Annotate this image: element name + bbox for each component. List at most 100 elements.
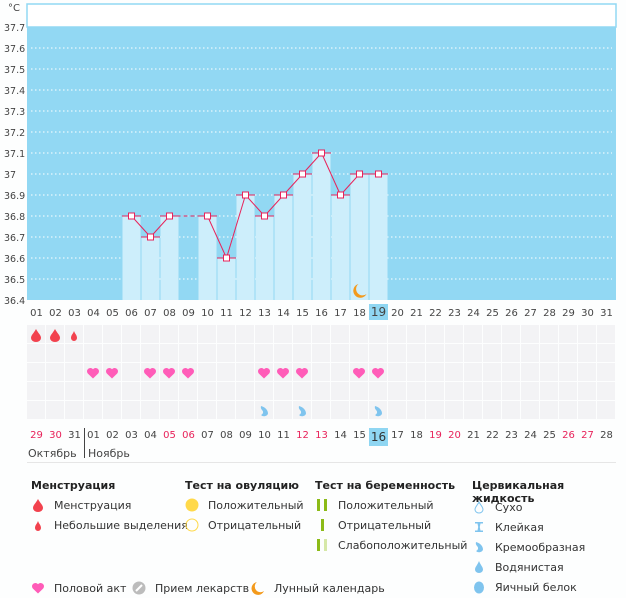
- grid-cell[interactable]: [293, 325, 311, 343]
- grid-cell[interactable]: [103, 401, 121, 419]
- grid-cell[interactable]: [407, 363, 425, 381]
- grid-cell[interactable]: [236, 401, 254, 419]
- calendar-day-label[interactable]: 29: [30, 430, 43, 441]
- grid-cell[interactable]: [540, 401, 558, 419]
- grid-cell[interactable]: [27, 382, 45, 400]
- calendar-day-label[interactable]: 26: [562, 430, 575, 441]
- grid-cell[interactable]: [122, 363, 140, 381]
- grid-cell[interactable]: [407, 344, 425, 362]
- grid-cell[interactable]: [274, 382, 292, 400]
- grid-cell[interactable]: [274, 325, 292, 343]
- calendar-day-label[interactable]: 25: [543, 430, 556, 441]
- grid-cell[interactable]: [217, 363, 235, 381]
- grid-cell[interactable]: [141, 325, 159, 343]
- grid-cell[interactable]: [578, 363, 596, 381]
- grid-cell[interactable]: [388, 344, 406, 362]
- grid-cell[interactable]: [426, 325, 444, 343]
- grid-cell[interactable]: [274, 344, 292, 362]
- grid-cell[interactable]: [483, 363, 501, 381]
- calendar-day-label[interactable]: 19: [429, 430, 442, 441]
- grid-cell[interactable]: [65, 344, 83, 362]
- grid-cell[interactable]: [407, 401, 425, 419]
- calendar-day-label[interactable]: 23: [505, 430, 518, 441]
- grid-cell[interactable]: [559, 325, 577, 343]
- grid-cell[interactable]: [160, 401, 178, 419]
- calendar-day-label[interactable]: 21: [467, 430, 480, 441]
- grid-cell[interactable]: [559, 344, 577, 362]
- grid-cell[interactable]: [331, 325, 349, 343]
- grid-cell[interactable]: [179, 325, 197, 343]
- grid-cell[interactable]: [312, 325, 330, 343]
- grid-cell[interactable]: [198, 325, 216, 343]
- grid-cell[interactable]: [407, 382, 425, 400]
- grid-cell[interactable]: [46, 382, 64, 400]
- grid-cell[interactable]: [540, 325, 558, 343]
- grid-cell[interactable]: [236, 363, 254, 381]
- grid-cell[interactable]: [445, 344, 463, 362]
- calendar-day-label[interactable]: 10: [258, 430, 271, 441]
- grid-cell[interactable]: [27, 363, 45, 381]
- grid-cell[interactable]: [521, 382, 539, 400]
- grid-cell[interactable]: [369, 344, 387, 362]
- grid-cell[interactable]: [578, 325, 596, 343]
- grid-cell[interactable]: [521, 325, 539, 343]
- grid-cell[interactable]: [578, 344, 596, 362]
- grid-cell[interactable]: [179, 401, 197, 419]
- calendar-day-label[interactable]: 09: [239, 430, 252, 441]
- grid-cell[interactable]: [426, 344, 444, 362]
- grid-cell[interactable]: [84, 401, 102, 419]
- calendar-day-label[interactable]: 12: [296, 430, 309, 441]
- grid-cell[interactable]: [597, 363, 615, 381]
- grid-cell[interactable]: [445, 382, 463, 400]
- grid-cell[interactable]: [46, 344, 64, 362]
- grid-cell[interactable]: [597, 344, 615, 362]
- grid-cell[interactable]: [445, 363, 463, 381]
- grid-cell[interactable]: [198, 363, 216, 381]
- grid-cell[interactable]: [198, 401, 216, 419]
- calendar-day-label[interactable]: 01: [87, 430, 100, 441]
- grid-cell[interactable]: [483, 344, 501, 362]
- grid-cell[interactable]: [521, 363, 539, 381]
- grid-cell[interactable]: [122, 344, 140, 362]
- grid-cell[interactable]: [350, 401, 368, 419]
- calendar-day-label[interactable]: 24: [524, 430, 537, 441]
- grid-cell[interactable]: [540, 344, 558, 362]
- calendar-day-label[interactable]: 20: [448, 430, 461, 441]
- grid-cell[interactable]: [426, 382, 444, 400]
- grid-cell[interactable]: [274, 401, 292, 419]
- calendar-day-label[interactable]: 30: [49, 430, 62, 441]
- grid-cell[interactable]: [122, 325, 140, 343]
- grid-cell[interactable]: [255, 382, 273, 400]
- calendar-day-label[interactable]: 05: [163, 430, 176, 441]
- grid-cell[interactable]: [388, 401, 406, 419]
- grid-cell[interactable]: [464, 363, 482, 381]
- grid-cell[interactable]: [597, 325, 615, 343]
- grid-cell[interactable]: [141, 401, 159, 419]
- grid-cell[interactable]: [122, 401, 140, 419]
- grid-cell[interactable]: [483, 401, 501, 419]
- grid-cell[interactable]: [388, 363, 406, 381]
- grid-cell[interactable]: [350, 382, 368, 400]
- grid-cell[interactable]: [597, 401, 615, 419]
- grid-cell[interactable]: [483, 325, 501, 343]
- grid-cell[interactable]: [445, 325, 463, 343]
- calendar-day-label[interactable]: 08: [220, 430, 233, 441]
- grid-cell[interactable]: [540, 382, 558, 400]
- grid-cell[interactable]: [502, 363, 520, 381]
- grid-cell[interactable]: [103, 325, 121, 343]
- grid-cell[interactable]: [369, 382, 387, 400]
- grid-cell[interactable]: [464, 344, 482, 362]
- grid-cell[interactable]: [312, 382, 330, 400]
- calendar-day-label[interactable]: 22: [486, 430, 499, 441]
- grid-cell[interactable]: [426, 363, 444, 381]
- grid-cell[interactable]: [597, 382, 615, 400]
- grid-cell[interactable]: [331, 401, 349, 419]
- grid-cell[interactable]: [27, 401, 45, 419]
- grid-cell[interactable]: [122, 382, 140, 400]
- grid-cell[interactable]: [426, 401, 444, 419]
- grid-cell[interactable]: [65, 363, 83, 381]
- grid-cell[interactable]: [350, 344, 368, 362]
- grid-cell[interactable]: [293, 344, 311, 362]
- grid-cell[interactable]: [198, 382, 216, 400]
- grid-cell[interactable]: [312, 401, 330, 419]
